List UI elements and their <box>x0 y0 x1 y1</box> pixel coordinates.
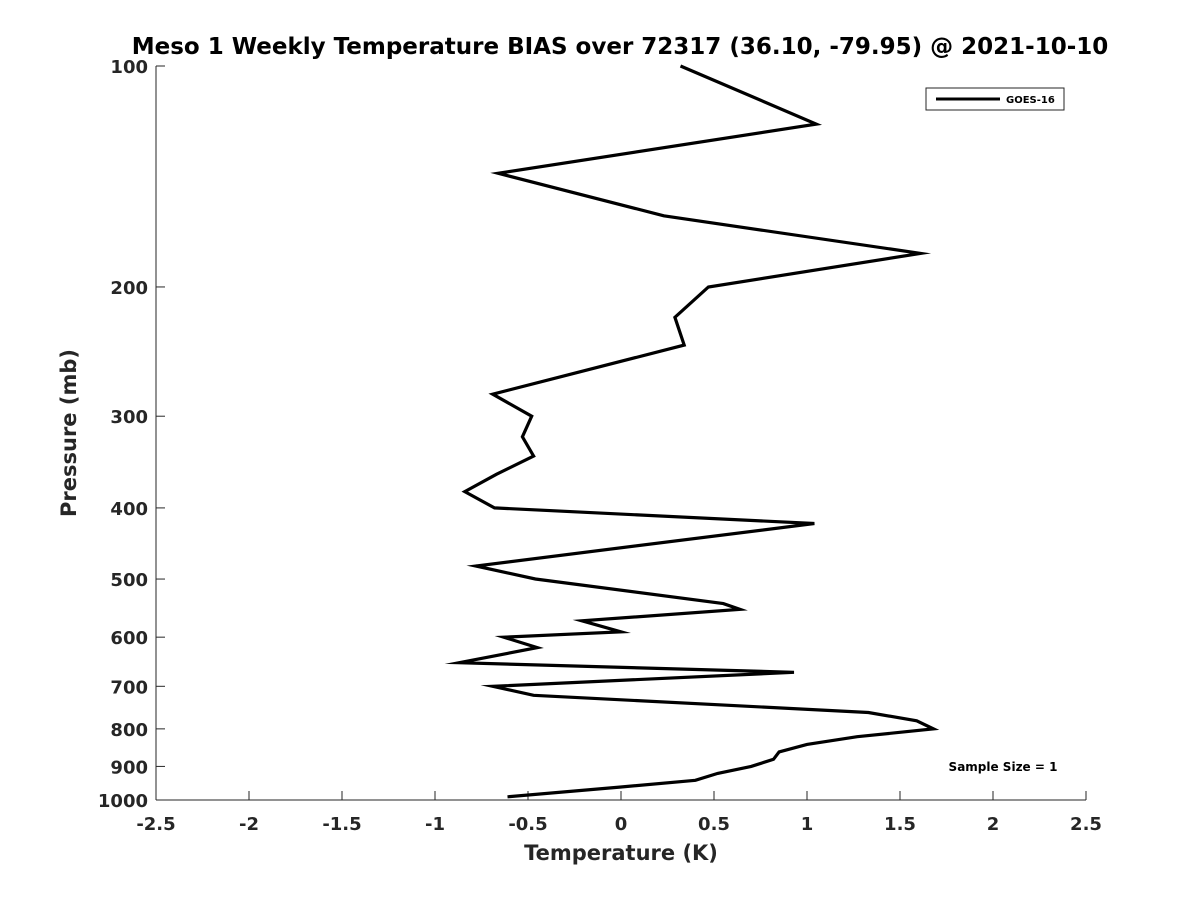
y-tick-label: 700 <box>110 677 148 698</box>
y-tick-label: 400 <box>110 499 148 520</box>
y-tick-label: 1000 <box>98 791 148 812</box>
y-tick-label: 300 <box>110 407 148 428</box>
x-ticks: -2.5 -2 -1.5 -1 -0.5 0 0.5 1 1.5 2 2.5 <box>136 791 1102 835</box>
x-tick-label: -0.5 <box>508 814 547 835</box>
x-tick-label: 2 <box>987 814 1000 835</box>
series-line-goes-16 <box>444 64 940 799</box>
y-tick-label: 600 <box>110 628 148 649</box>
sample-size-annotation: Sample Size = 1 <box>949 760 1058 774</box>
legend: GOES-16 <box>925 87 1065 111</box>
x-tick-label: -1 <box>425 814 445 835</box>
y-tick-label: 500 <box>110 570 148 591</box>
legend-label: GOES-16 <box>1006 95 1055 106</box>
y-tick-label: 100 <box>110 57 148 78</box>
y-axis-label: Pressure (mb) <box>57 349 81 517</box>
plot-area: -2.5 -2 -1.5 -1 -0.5 0 0.5 1 1.5 2 2.5 100 200 300 40… <box>98 57 1102 835</box>
x-tick-label: -2.5 <box>136 814 175 835</box>
x-tick-label: 1 <box>801 814 814 835</box>
x-tick-label: -1.5 <box>322 814 361 835</box>
y-ticks: 100 200 300 400 500 600 700 800 900 1000 <box>98 57 165 812</box>
y-tick-label: 200 <box>110 278 148 299</box>
x-tick-label: 1.5 <box>884 814 916 835</box>
x-tick-label: 2.5 <box>1070 814 1102 835</box>
x-tick-label: 0.5 <box>698 814 730 835</box>
x-tick-label: 0 <box>615 814 628 835</box>
x-axis-label: Temperature (K) <box>524 841 718 865</box>
series-layer <box>444 64 940 799</box>
y-tick-label: 800 <box>110 720 148 741</box>
x-tick-label: -2 <box>239 814 259 835</box>
chart-title: Meso 1 Weekly Temperature BIAS over 7231… <box>132 34 1109 60</box>
y-tick-label: 900 <box>110 757 148 778</box>
